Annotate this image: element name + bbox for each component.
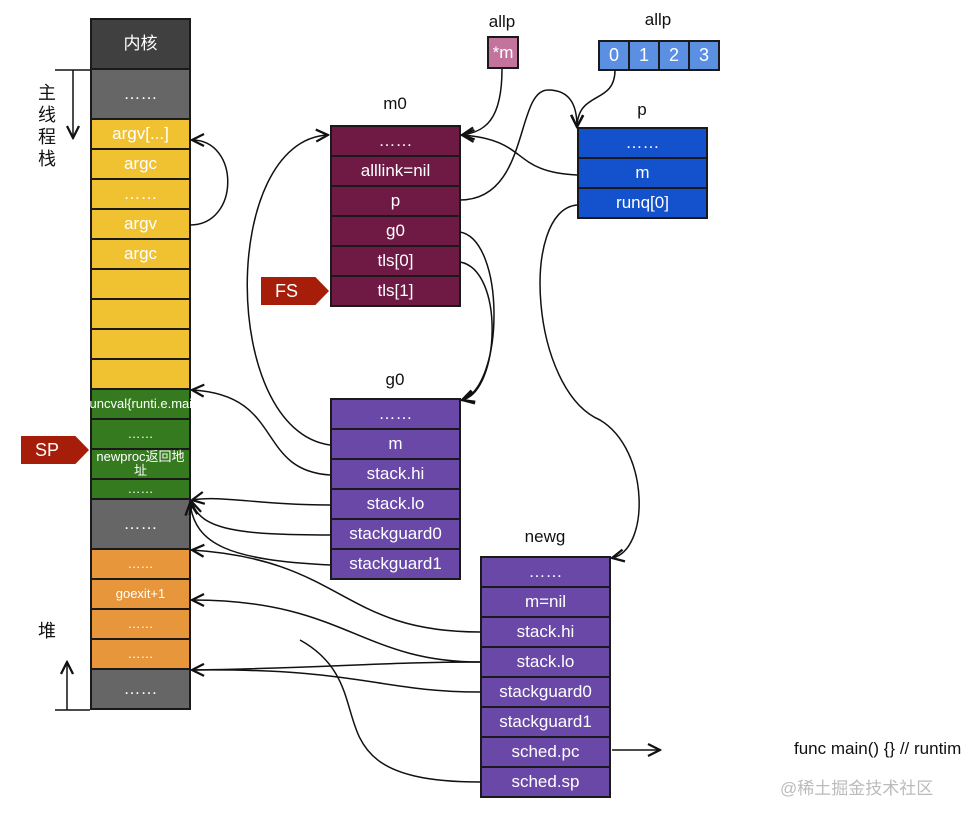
- stack-field: ……: [90, 608, 191, 640]
- allpm-field: *m: [487, 36, 519, 69]
- stack-field: ……: [90, 478, 191, 500]
- main-thread-stack-label: 主线程栈: [38, 83, 56, 169]
- allp-m-arrow: [462, 68, 503, 135]
- g0-stackguard0-arrow: [192, 502, 331, 536]
- g0-m-arrow: [246, 135, 331, 446]
- m0-label: m0: [383, 94, 407, 113]
- main-thread-stack: 内核…… argv[...] argc…… argv argc &funcval{runt…: [77, 18, 204, 710]
- g0-stackhi-arrow: [192, 390, 331, 476]
- watermark: @稀土掘金技术社区: [780, 779, 934, 798]
- p-label: p: [637, 100, 647, 119]
- stack-field: goexit+1: [90, 578, 191, 610]
- stack-field: newproc返回地址: [90, 448, 191, 480]
- newg-field: stackguard1: [480, 706, 611, 738]
- allp-m-array: *m: [487, 36, 519, 69]
- newg-stackguard0-arrow: [192, 670, 481, 693]
- stack-field: ……: [90, 638, 191, 670]
- newg-stacklo-arrow: [192, 600, 481, 663]
- allp-p-label: allp: [644, 10, 672, 29]
- newg-struct: …… m=nil stack.hi stack.lo stackguard0 stackg…: [480, 556, 611, 798]
- stack-field: ……: [90, 668, 191, 710]
- allp-m-label: allp: [488, 12, 516, 31]
- allp-p-cell: 2: [658, 40, 690, 71]
- func-main-text: func main() {} // runtime.main: [794, 739, 962, 758]
- allp-0-arrow: [577, 69, 616, 127]
- stack-field: argc: [90, 238, 191, 270]
- stack-field: argv[...]: [90, 118, 191, 150]
- p-struct: …… m runq[0]: [577, 127, 708, 219]
- g0-field: m: [330, 428, 461, 460]
- stack-field: ……: [90, 178, 191, 210]
- p-m-arrow: [462, 135, 578, 176]
- g0-struct: …… m stack.hi stack.lo stackguard0 stackguard…: [330, 398, 461, 580]
- fs-register-tag: FS: [261, 277, 329, 305]
- newg-field: m=nil: [480, 586, 611, 618]
- m0-p-arrow: [459, 89, 577, 201]
- stack-growth-arrow: [55, 69, 90, 138]
- newg-schedsp-arrow: [299, 639, 481, 783]
- stack-field: &funcval{runti.e.main}: [77, 388, 204, 420]
- m0-field: tls[1]: [330, 275, 461, 307]
- g0-field: stackguard1: [330, 548, 461, 580]
- m0-field: p: [330, 185, 461, 217]
- newg-field: sched.pc: [480, 736, 611, 768]
- newg-label: newg: [524, 527, 566, 546]
- allp-p-cell: 3: [688, 40, 720, 71]
- sp-register-tag: SP: [21, 436, 89, 464]
- runq-newg-arrow: [539, 204, 640, 558]
- g0-stacklo-arrow: [192, 499, 331, 506]
- newg-field: ……: [480, 556, 611, 588]
- heap-growth-arrow: [55, 662, 90, 711]
- newg-stackguard1-arrow: [191, 661, 481, 671]
- g0-field: stack.hi: [330, 458, 461, 490]
- g0-stackguard1-arrow: [190, 503, 331, 566]
- stack-field: [90, 298, 191, 330]
- newg-stackhi-arrow: [192, 550, 481, 633]
- m0-g0-arrow: [460, 231, 495, 400]
- argv-arrow: [189, 140, 229, 226]
- m0-tls0-arrow: [460, 261, 493, 400]
- newg-field: sched.sp: [480, 766, 611, 798]
- stack-field: argv: [90, 208, 191, 240]
- stack-field: 内核: [90, 18, 191, 70]
- p-field: runq[0]: [577, 187, 708, 219]
- g0-label: g0: [385, 370, 405, 389]
- allp-p-cell: 1: [628, 40, 660, 71]
- heap-label: 堆: [38, 621, 56, 641]
- p-field: m: [577, 157, 708, 189]
